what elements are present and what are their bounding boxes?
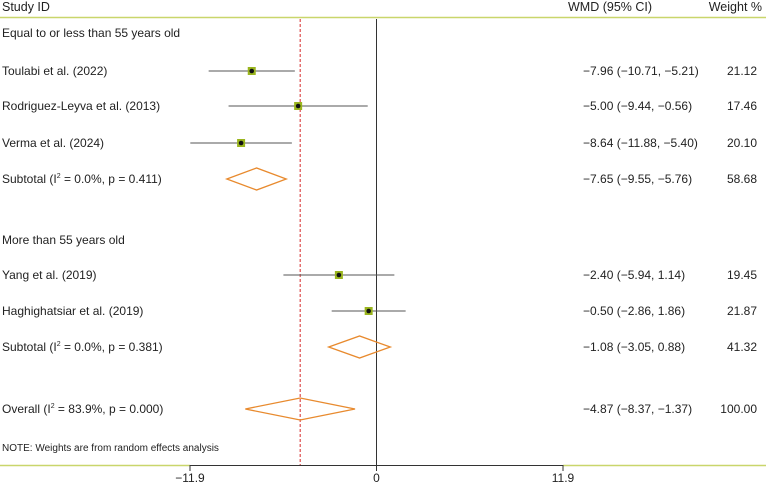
subtotal-wmd-ci: −7.65 (−9.55, −5.76) [583, 172, 693, 186]
header-weight: Weight % [708, 0, 762, 14]
overall-label-pre: Overall (I [2, 402, 51, 416]
study-weight: 21.12 [726, 64, 757, 78]
subtotal-label-pre: Subtotal (I [2, 172, 57, 186]
study-weight: 21.87 [726, 304, 757, 318]
overall-diamond [245, 397, 356, 421]
subtotal-label-post: = 0.0%, p = 0.411) [60, 172, 162, 186]
study-point [249, 68, 255, 74]
study-label: Toulabi et al. (2022) [2, 64, 108, 78]
header-wmd-ci: WMD (95% CI) [568, 0, 653, 14]
study-label: Haghighatsiar et al. (2019) [2, 304, 144, 318]
subtotal-wmd-ci: −1.08 (−3.05, 0.88) [583, 340, 686, 354]
overall-weight: 100.00 [720, 402, 757, 416]
overall-wmd-ci: −4.87 (−8.37, −1.37) [583, 402, 693, 416]
weights-note: NOTE: Weights are from random effects an… [2, 443, 219, 454]
subtotal-label: Subtotal (I2 = 0.0%, p = 0.381) [2, 340, 163, 354]
study-weight: 20.10 [726, 136, 757, 150]
study-weight: 17.46 [726, 99, 757, 113]
subtotal-label-sup: 2 [56, 173, 61, 180]
overall-label-post: = 83.9%, p = 0.000) [54, 402, 164, 416]
subtotal-label-sup: 2 [56, 341, 61, 348]
x-tick-label: 11.9 [551, 471, 575, 485]
study-label: Yang et al. (2019) [2, 268, 97, 282]
group-label: More than 55 years old [2, 233, 125, 247]
study-wmd-ci: −5.00 (−9.44, −0.56) [583, 99, 693, 113]
study-wmd-ci: −2.40 (−5.94, 1.14) [583, 268, 686, 282]
study-point [336, 272, 342, 278]
x-tick-label: −11.9 [175, 471, 205, 485]
study-label: Verma et al. (2024) [2, 136, 105, 150]
group-label: Equal to or less than 55 years old [2, 26, 181, 40]
subtotal-label: Subtotal (I2 = 0.0%, p = 0.411) [2, 172, 162, 186]
study-label: Rodriguez-Leyva et al. (2013) [2, 99, 161, 113]
subtotal-weight: 41.32 [726, 340, 757, 354]
subtotal-diamond [224, 167, 289, 191]
subtotal-label-pre: Subtotal (I [2, 340, 57, 354]
study-point [366, 308, 371, 314]
study-point [238, 140, 244, 146]
study-wmd-ci: −7.96 (−10.71, −5.21) [583, 64, 699, 78]
subtotal-diamond [326, 335, 393, 359]
header-study-id: Study ID [2, 0, 50, 14]
subtotal-label-post: = 0.0%, p = 0.381) [60, 340, 163, 354]
subtotal-weight: 58.68 [726, 172, 757, 186]
overall-label-sup: 2 [50, 403, 55, 410]
study-wmd-ci: −0.50 (−2.86, 1.86) [583, 304, 686, 318]
overall-label: Overall (I2 = 83.9%, p = 0.000) [2, 402, 163, 416]
study-wmd-ci: −8.64 (−11.88, −5.40) [583, 136, 698, 150]
study-point [295, 103, 301, 109]
x-tick-label: 0 [373, 471, 380, 485]
study-weight: 19.45 [726, 268, 757, 282]
